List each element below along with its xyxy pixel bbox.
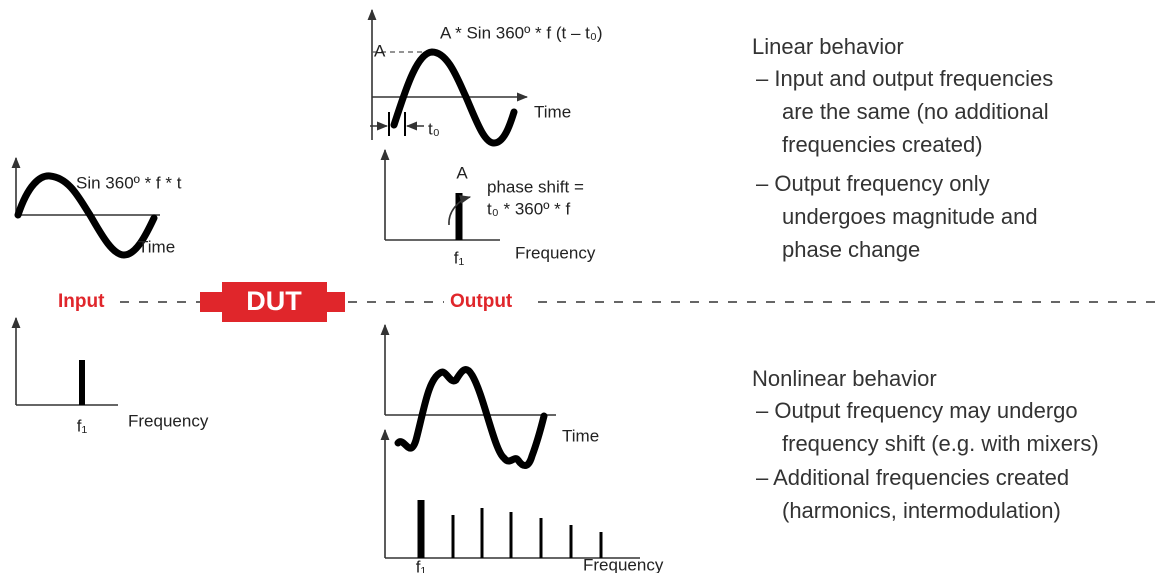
frequency-label: Frequency [583, 555, 664, 573]
dut-line: Input Output DUT [50, 282, 1165, 322]
time-label: Time [534, 102, 571, 121]
nonlinear-description: Nonlinear behavior – Output frequency ma… [752, 366, 1099, 523]
distorted-wave [394, 366, 548, 469]
bullet-line: – Input and output frequencies [756, 66, 1053, 91]
bullet-line: are the same (no additional [782, 99, 1049, 124]
phase-shift: t₀ * 360º * f [487, 199, 570, 218]
frequency-label: Frequency [515, 243, 596, 262]
delay-label: t₀ [428, 119, 440, 138]
heading: Nonlinear behavior [752, 366, 937, 391]
bullet-line: frequency shift (e.g. with mixers) [782, 431, 1099, 456]
linear-spectrum: A phase shift = t₀ * 360º * f f₁ Frequen… [380, 148, 596, 267]
label-bg [50, 290, 118, 314]
dut-port [325, 292, 345, 312]
phase-shift: phase shift = [487, 177, 584, 196]
nonlinear-time-plot: Time [380, 323, 599, 469]
bullet-line: frequencies created) [782, 132, 983, 157]
bullet-line: – Output frequency may undergo [756, 398, 1078, 423]
bullet-line: undergoes magnitude and [782, 204, 1038, 229]
sine-wave [14, 172, 158, 259]
f1-label: f₁ [416, 557, 427, 573]
dut-port [200, 292, 224, 312]
label-bg [444, 290, 536, 314]
time-label: Time [138, 237, 175, 256]
amplitude-label: A [456, 163, 468, 182]
amplitude-label: A [374, 41, 386, 60]
input-time-plot: Sin 360º * f * t Time [11, 156, 182, 259]
dut-box [222, 282, 327, 322]
bullet-line: phase change [782, 237, 920, 262]
f1-label: f₁ [77, 416, 88, 435]
bullet-line: – Output frequency only [756, 171, 990, 196]
time-label: Time [562, 426, 599, 445]
linear-description: Linear behavior – Input and output frequ… [752, 34, 1053, 262]
output-label: Output [450, 291, 513, 312]
phase-arrow [448, 195, 472, 226]
formula: A * Sin 360º * f (t – t₀) [440, 23, 603, 42]
input-spectrum: f₁ Frequency [11, 316, 209, 435]
bullet-line: – Additional frequencies created [756, 465, 1069, 490]
input-label: Input [58, 291, 105, 312]
linear-time-plot: A A * Sin 360º * f (t – t₀) Time t₀ [367, 8, 603, 147]
heading: Linear behavior [752, 34, 904, 59]
dut-label: DUT [246, 286, 302, 316]
nonlinear-spectrum: f₁ Frequency [380, 428, 664, 573]
sine-wave [390, 48, 518, 147]
bullet-line: (harmonics, intermodulation) [782, 498, 1061, 523]
f1-label: f₁ [454, 248, 465, 267]
frequency-label: Frequency [128, 411, 209, 430]
formula: Sin 360º * f * t [76, 173, 182, 192]
